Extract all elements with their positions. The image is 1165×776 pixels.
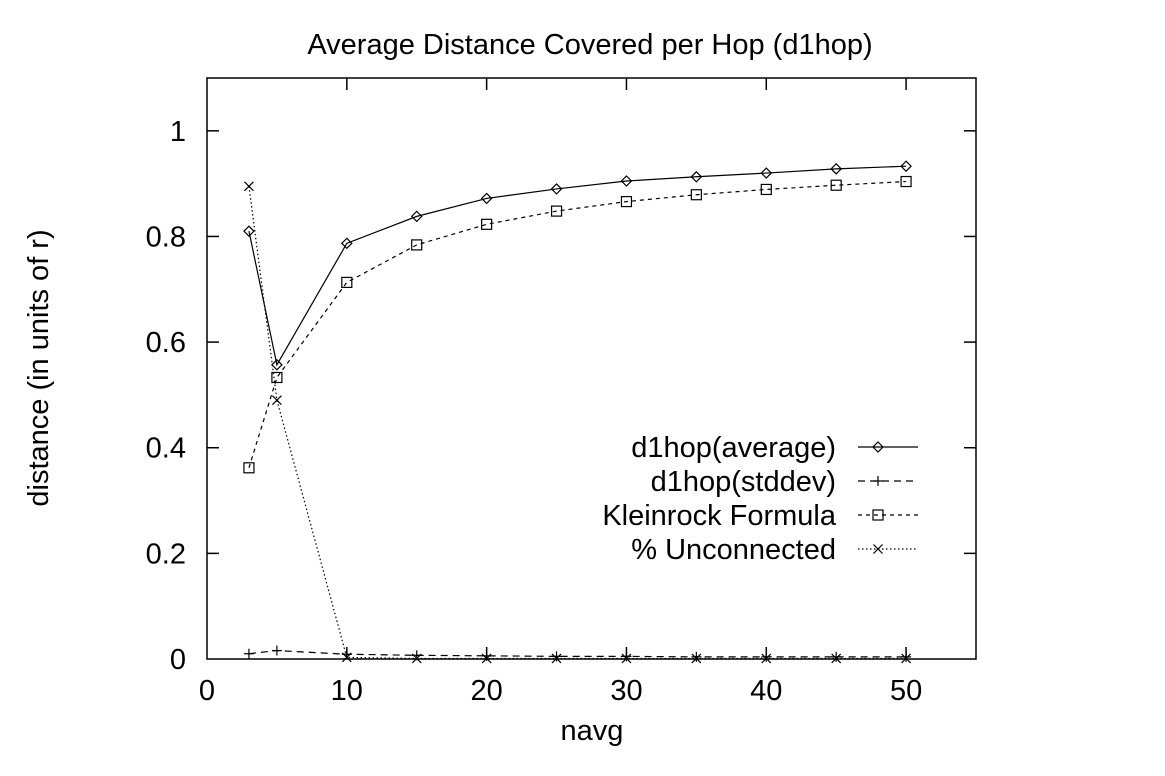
data-point-d1hop-average	[620, 175, 633, 187]
data-point-d1hop-stddev	[621, 651, 632, 662]
legend: d1hop(average)d1hop(stddev)Kleinrock For…	[602, 432, 918, 566]
x-tick-label: 10	[331, 675, 363, 707]
data-point-d1hop-average	[760, 167, 773, 179]
series-line-unconnected	[248, 186, 907, 660]
data-point-kleinrock-formula	[690, 189, 702, 201]
y-axis-label: distance (in units of r)	[23, 229, 55, 506]
y-tick-label: 1	[170, 116, 186, 148]
legend-entry-kleinrock-formula: Kleinrock Formula	[602, 500, 918, 532]
legend-label: Kleinrock Formula	[602, 500, 837, 532]
data-point-d1hop-average	[340, 237, 353, 250]
y-tick-label: 0.4	[146, 433, 186, 465]
data-point-unconnected	[901, 653, 912, 664]
legend-entry-d1hop-average: d1hop(average)	[631, 432, 918, 464]
y-tick-label: 0	[170, 644, 186, 676]
legend-marker	[873, 476, 883, 486]
legend-label: d1hop(average)	[631, 432, 836, 464]
data-point-kleinrock-formula	[550, 205, 563, 217]
data-point-unconnected	[271, 395, 282, 406]
series-line-d1hop-stddev	[248, 649, 907, 658]
data-point-d1hop-average	[900, 160, 912, 173]
data-point-unconnected	[621, 653, 632, 664]
data-point-kleinrock-formula	[620, 195, 633, 208]
chart-title: Average Distance Covered per Hop (d1hop)	[307, 29, 872, 61]
x-tick-label: 0	[199, 675, 215, 707]
data-point-unconnected	[691, 653, 702, 664]
data-point-kleinrock-formula	[900, 175, 912, 188]
data-point-kleinrock-formula	[341, 276, 353, 289]
data-point-unconnected	[244, 181, 254, 192]
legend-label: d1hop(stddev)	[651, 466, 836, 498]
data-point-unconnected	[551, 653, 562, 664]
data-point-kleinrock-formula	[481, 218, 493, 230]
legend-label: % Unconnected	[631, 534, 836, 566]
x-axis-ticks: 0 10 20 30 40 50	[199, 78, 922, 707]
data-point-unconnected	[481, 653, 492, 664]
data-point-d1hop-stddev	[901, 651, 912, 662]
data-point-d1hop-average	[690, 170, 703, 183]
legend-entry-unconnected: % Unconnected	[631, 534, 918, 566]
plot-frame	[206, 77, 977, 660]
y-tick-label: 0.2	[146, 538, 186, 570]
x-axis-label: navg	[561, 715, 624, 747]
legend-marker	[872, 509, 884, 521]
y-axis-ticks: 0 0.2 0.4 0.6 0.8 1	[146, 116, 976, 676]
series-line-d1hop-average	[248, 165, 907, 367]
data-point-unconnected	[411, 653, 422, 664]
series-line-kleinrock-formula	[248, 180, 907, 468]
data-point-d1hop-average	[243, 225, 255, 238]
legend-entry-d1hop-stddev: d1hop(stddev)	[651, 466, 918, 498]
y-tick-label: 0.8	[146, 221, 186, 253]
data-point-kleinrock-formula	[760, 183, 772, 196]
data-point-d1hop-average	[830, 162, 843, 175]
series-unconnected	[244, 181, 912, 664]
data-point-d1hop-average	[550, 183, 563, 195]
data-point-d1hop-average	[271, 358, 283, 371]
x-tick-label: 20	[471, 675, 503, 707]
data-point-unconnected	[341, 652, 352, 663]
data-point-d1hop-stddev	[691, 651, 702, 662]
data-point-unconnected	[831, 653, 842, 664]
legend-marker	[873, 544, 883, 554]
series-layer	[243, 160, 912, 664]
x-tick-label: 50	[890, 675, 922, 707]
data-point-unconnected	[761, 653, 772, 664]
data-point-d1hop-stddev	[831, 651, 842, 662]
legend-marker	[872, 441, 884, 453]
data-point-kleinrock-formula	[243, 462, 255, 474]
data-point-kleinrock-formula	[411, 239, 423, 251]
data-point-d1hop-stddev	[271, 645, 282, 656]
x-tick-label: 30	[610, 675, 642, 707]
data-point-d1hop-average	[410, 210, 423, 223]
x-tick-label: 40	[750, 675, 782, 707]
data-point-d1hop-stddev	[551, 651, 562, 662]
data-point-d1hop-stddev	[761, 651, 772, 662]
series-kleinrock-formula	[243, 175, 912, 474]
data-point-kleinrock-formula	[830, 179, 842, 191]
data-point-d1hop-stddev	[243, 648, 254, 659]
series-d1hop-average	[243, 160, 912, 371]
y-tick-label: 0.6	[146, 327, 186, 359]
data-point-d1hop-average	[480, 192, 493, 205]
data-point-kleinrock-formula	[271, 371, 283, 384]
